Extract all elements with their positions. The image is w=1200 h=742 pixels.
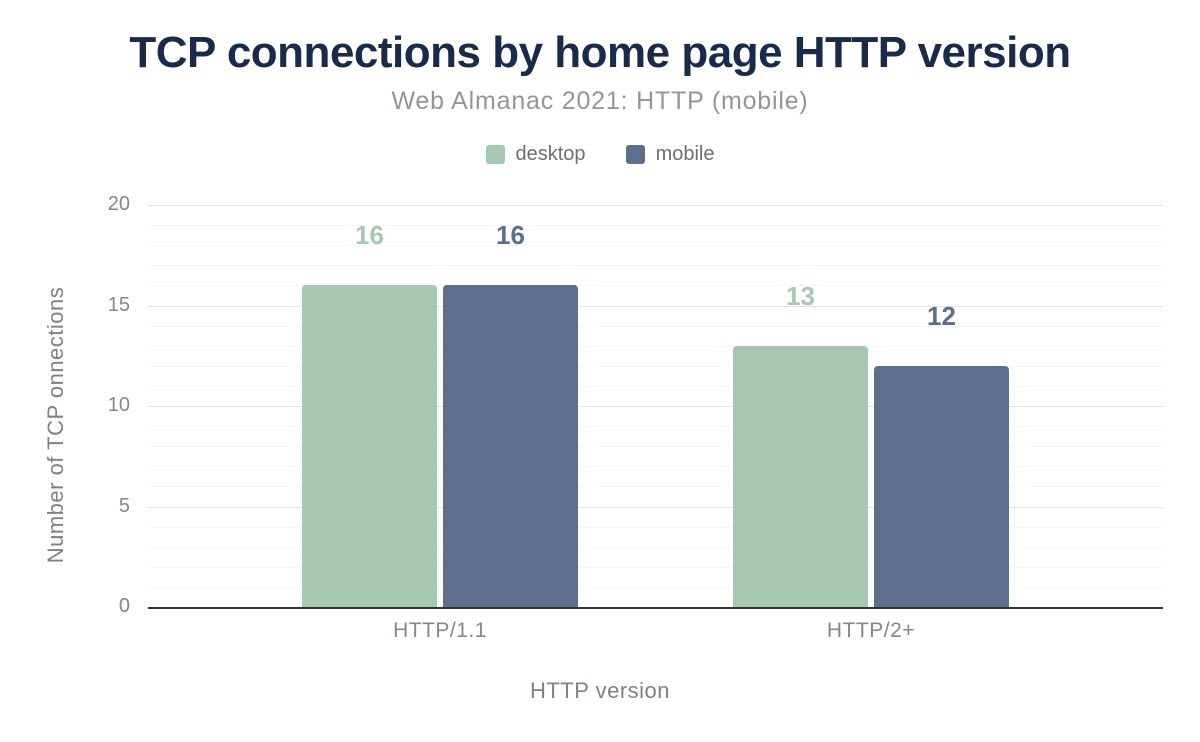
minor-gridline <box>148 486 1163 488</box>
legend-label: desktop <box>515 143 586 165</box>
major-gridline <box>148 205 1163 206</box>
minor-gridline <box>148 446 1163 448</box>
minor-gridline <box>148 426 1163 428</box>
desktop-legend-swatch <box>485 145 505 164</box>
x-tick-label: HTTP/2+ <box>826 619 916 642</box>
bar-value-label: 12 <box>927 300 956 331</box>
y-tick-label: 15 <box>107 293 130 316</box>
minor-gridline <box>148 225 1163 227</box>
y-tick-label: 20 <box>107 193 130 215</box>
minor-gridline <box>148 566 1163 568</box>
bar-mobile-http2 <box>873 365 1009 607</box>
minor-gridline <box>148 365 1163 367</box>
y-axis-title: Number of TCP onnections <box>43 286 68 564</box>
minor-gridline <box>148 345 1163 347</box>
minor-gridline <box>148 325 1163 327</box>
legend-label: mobile <box>655 143 715 165</box>
mobile-legend-swatch <box>625 145 645 164</box>
minor-gridline <box>148 245 1163 247</box>
minor-gridline <box>148 285 1163 287</box>
bar-value-label: 16 <box>355 220 384 251</box>
minor-gridline <box>148 385 1163 387</box>
bar-value-label: 16 <box>496 220 525 251</box>
bar-value-label: 13 <box>786 280 815 311</box>
y-tick-label: 0 <box>118 595 130 617</box>
minor-gridline <box>148 586 1163 588</box>
minor-gridline <box>148 466 1163 468</box>
chart-title: TCP connections by home page HTTP versio… <box>129 28 1071 77</box>
major-gridline <box>148 506 1163 508</box>
x-axis-title: HTTP version <box>529 678 671 703</box>
minor-gridline <box>148 265 1163 267</box>
bar-mobile-http11 <box>443 285 578 607</box>
plot-area: 16 16 13 12 <box>148 205 1163 609</box>
chart-subtitle: Web Almanac 2021: HTTP (mobile) <box>391 87 809 115</box>
legend-item-desktop: desktop <box>485 143 586 166</box>
minor-gridline <box>148 526 1163 528</box>
y-tick-label: 5 <box>118 494 130 517</box>
bar-desktop-http11 <box>302 285 437 607</box>
major-gridline <box>148 305 1163 307</box>
x-tick-label: HTTP/1.1 <box>393 619 487 642</box>
bar-desktop-http2 <box>732 345 868 607</box>
legend-item-mobile: mobile <box>625 143 715 166</box>
chart-legend: desktop mobile <box>0 143 1200 166</box>
y-tick-label: 10 <box>107 394 130 416</box>
minor-gridline <box>148 546 1163 548</box>
major-gridline <box>148 406 1163 407</box>
